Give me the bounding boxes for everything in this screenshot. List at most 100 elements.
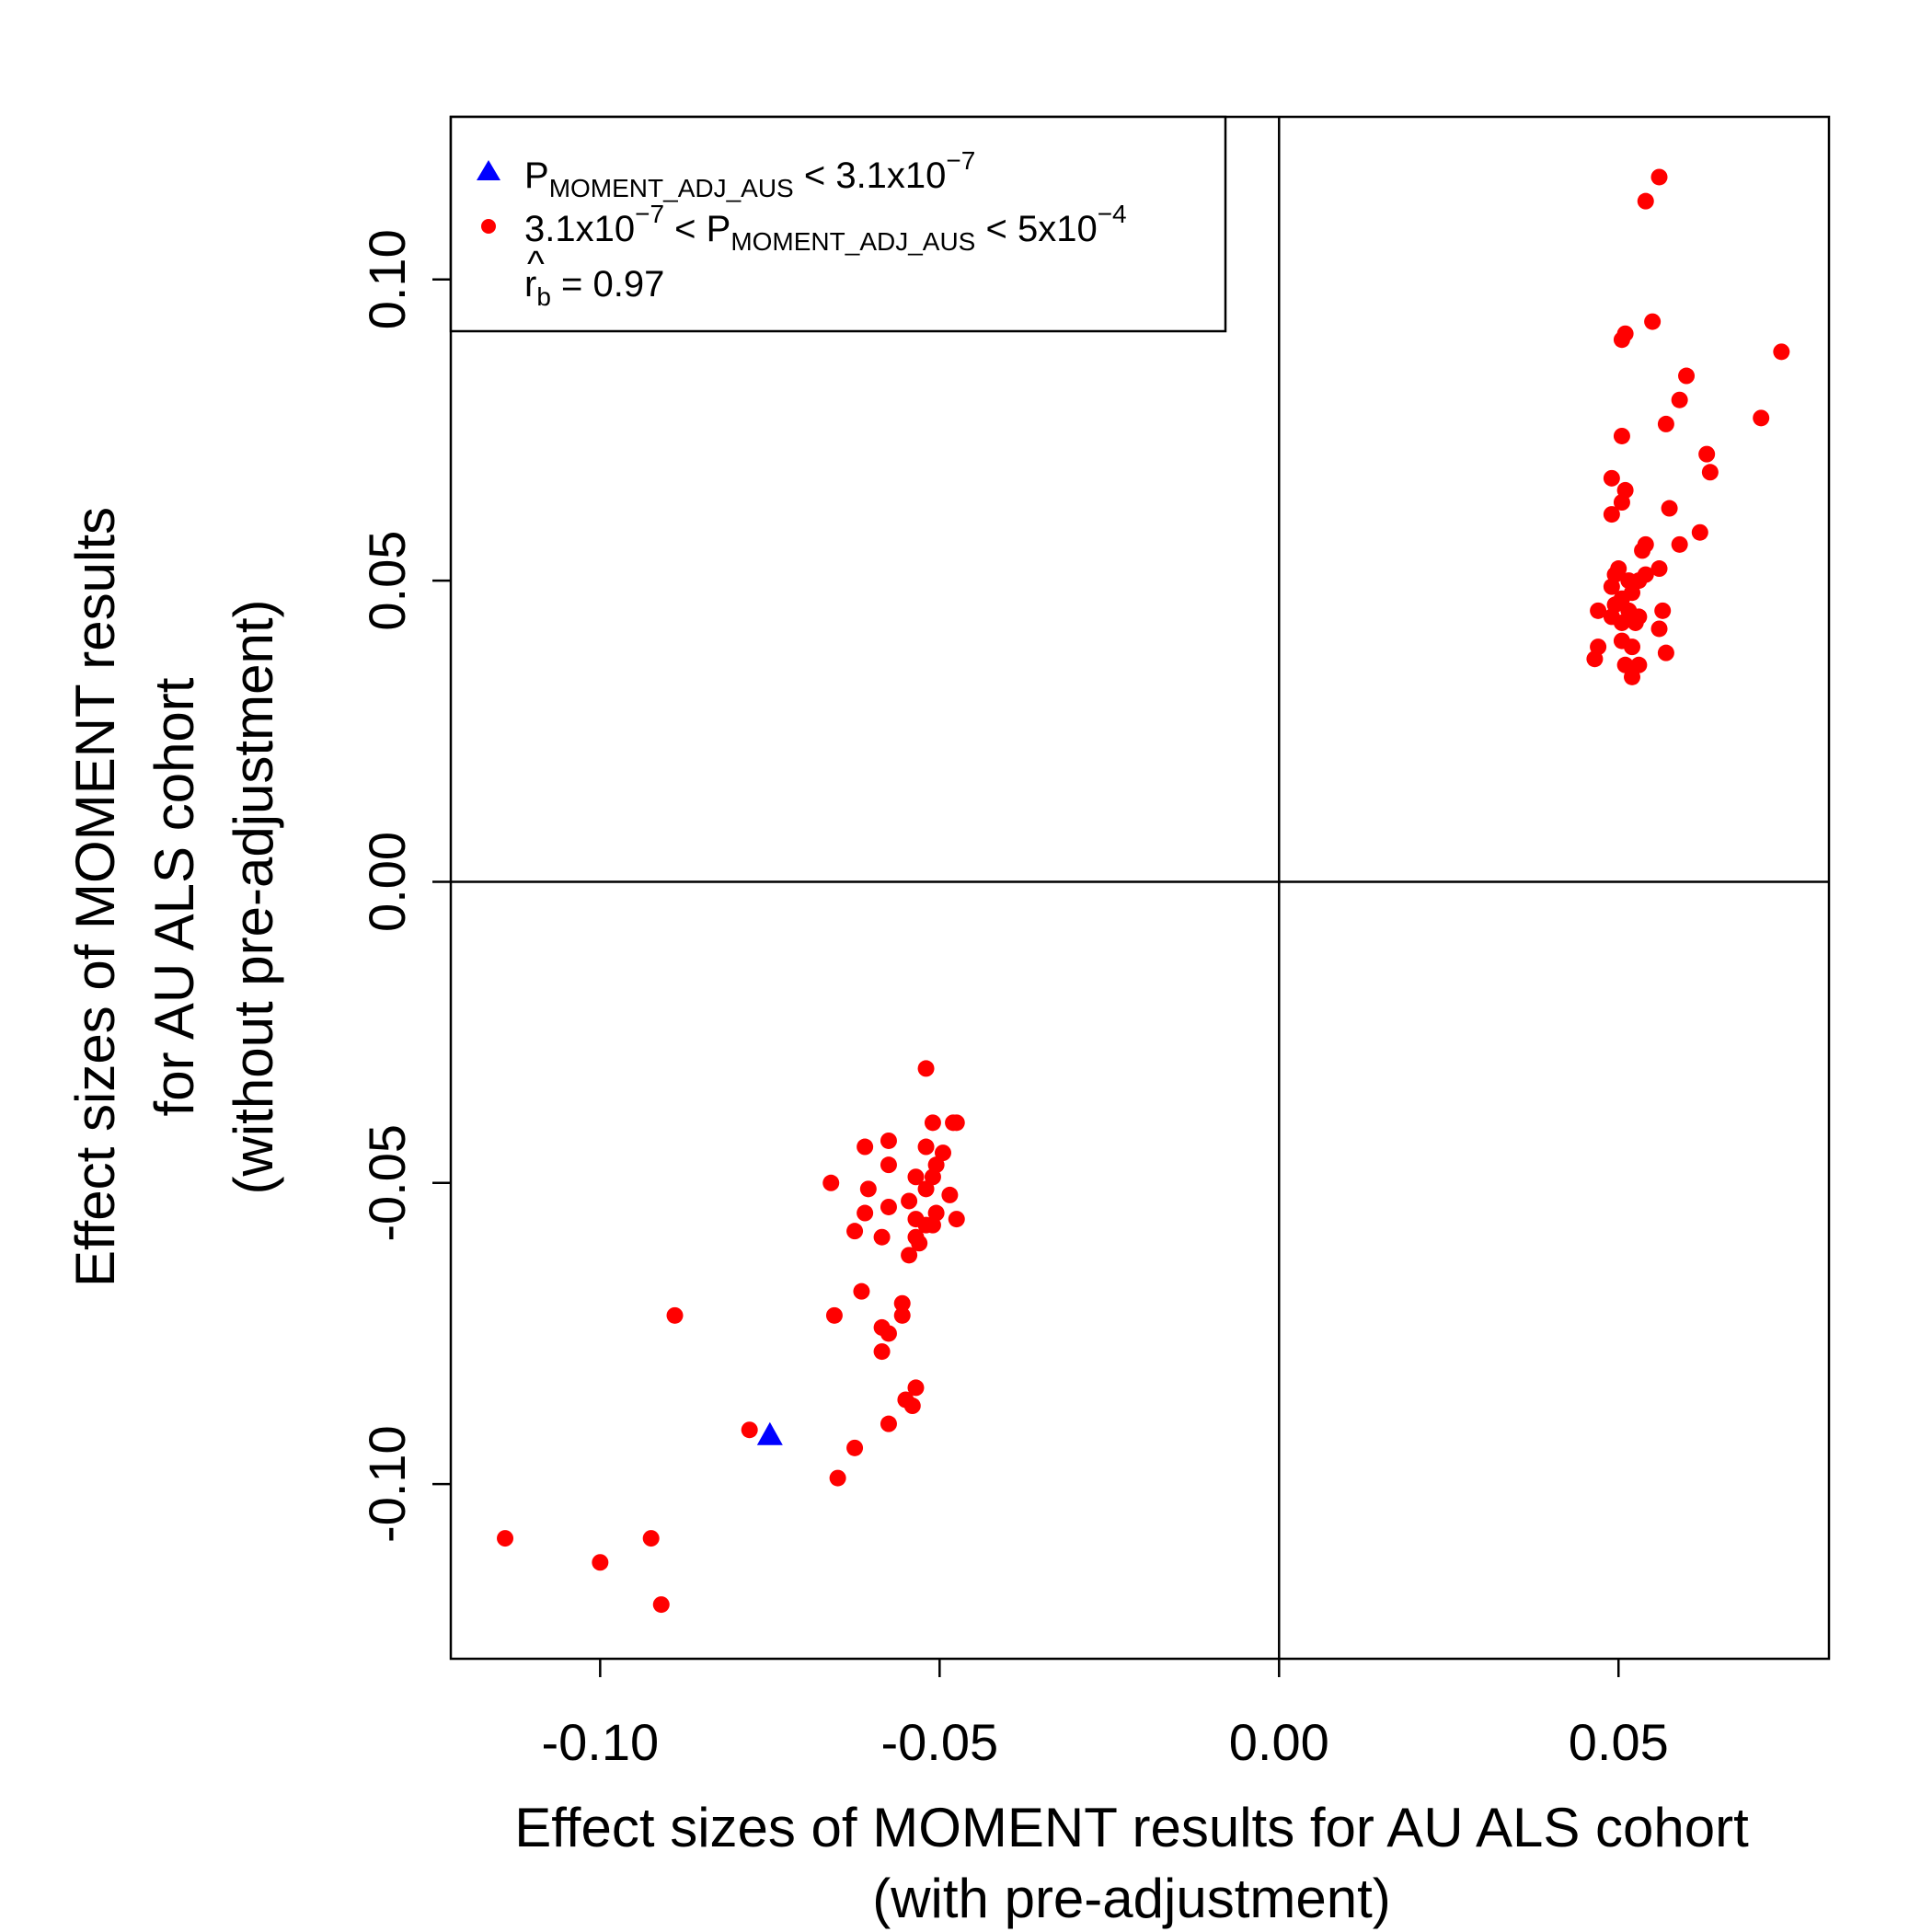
data-point <box>948 1211 965 1228</box>
data-point <box>592 1554 609 1571</box>
data-point <box>666 1306 684 1324</box>
legend-circle-marker <box>481 219 496 234</box>
data-point <box>907 1168 925 1186</box>
x-tick-label: 0.00 <box>1229 1713 1329 1771</box>
data-point-triangle <box>756 1421 783 1445</box>
data-point <box>1753 409 1770 427</box>
data-point <box>846 1223 864 1240</box>
data-points <box>497 168 1790 1614</box>
x-tick-label: 0.05 <box>1569 1713 1669 1771</box>
legend-entry-2-sub: MOMENT_ADJ_AUS <box>730 227 975 256</box>
legend-box <box>449 115 1227 333</box>
data-point <box>880 1156 897 1174</box>
data-point <box>642 1530 660 1547</box>
legend-entry-2-before: 3.1x10 <box>524 209 635 249</box>
data-point <box>1678 367 1696 385</box>
data-point <box>1613 614 1630 631</box>
legend-entry-2-sup: −4 <box>1098 200 1127 228</box>
data-point <box>935 1144 951 1162</box>
data-point <box>846 1439 864 1456</box>
legend-entry-2-after: < 5x10 <box>975 209 1097 249</box>
x-axis: -0.10 -0.05 0.00 0.05 <box>542 1659 1669 1771</box>
data-point <box>1661 500 1678 517</box>
data-point <box>1671 391 1688 408</box>
data-point <box>924 1216 941 1234</box>
data-point <box>917 1180 935 1198</box>
data-point <box>1613 331 1630 349</box>
y-tick-label: -0.05 <box>358 1124 416 1242</box>
legend-entry-1-sub: MOMENT_ADJ_AUS <box>549 174 794 202</box>
data-point <box>1650 620 1668 638</box>
legend-entry-2: 3.1x10−7 < PMOMENT_ADJ_AUS < 5x10−4 <box>524 200 1127 256</box>
data-point <box>911 1235 928 1252</box>
legend-stat: rb = 0.97 <box>524 264 664 311</box>
data-point <box>1624 668 1640 685</box>
data-point <box>945 1114 962 1132</box>
data-point <box>903 1397 921 1415</box>
data-point <box>741 1421 758 1439</box>
plot-area <box>449 115 1831 1661</box>
data-point <box>1613 494 1630 511</box>
data-point <box>1616 656 1634 673</box>
y-tick-label: 0.00 <box>358 832 416 932</box>
legend-entry-1: PMOMENT_ADJ_AUS < 3.1x10−7 <box>524 146 975 202</box>
data-point <box>829 1469 846 1487</box>
data-point <box>1650 168 1668 186</box>
data-point <box>1603 506 1620 523</box>
legend-triangle-marker <box>477 160 500 180</box>
data-point <box>1654 602 1672 619</box>
y-tick-label: 0.05 <box>358 531 416 631</box>
data-point <box>873 1228 891 1246</box>
data-point <box>1698 445 1716 463</box>
data-point <box>652 1596 670 1614</box>
data-point <box>880 1132 897 1149</box>
x-axis-title-line-2: (with pre-adjustment) <box>872 1868 1391 1929</box>
data-point <box>880 1198 897 1215</box>
data-point <box>873 1343 891 1361</box>
data-point <box>924 1168 941 1186</box>
data-point <box>880 1325 897 1342</box>
legend-entry-1-text: < 3.1x10 <box>794 155 947 196</box>
data-point <box>1637 192 1654 210</box>
data-point <box>1671 535 1688 553</box>
data-point <box>880 1415 897 1432</box>
y-axis-title-line-2: for AU ALS cohort <box>144 677 205 1116</box>
data-point <box>822 1174 840 1191</box>
y-axis: -0.10 -0.05 0.00 0.05 0.10 <box>358 229 451 1543</box>
legend-entry-2-before-sup: −7 <box>635 200 664 228</box>
data-point <box>893 1294 911 1312</box>
data-point <box>917 1138 935 1156</box>
legend-stat-text: = 0.97 <box>551 264 664 305</box>
data-point <box>1590 602 1607 619</box>
data-point <box>1691 523 1708 541</box>
data-point <box>1634 542 1651 559</box>
data-point <box>1657 415 1674 432</box>
data-point <box>901 1247 918 1264</box>
legend-entry-2-mid: < P <box>664 209 730 249</box>
data-point <box>859 1180 877 1198</box>
data-point <box>1630 656 1648 673</box>
data-point <box>857 1204 874 1222</box>
x-axis-title-line-1: Effect sizes of MOMENT results for AU AL… <box>514 1797 1749 1858</box>
data-point <box>1657 644 1674 661</box>
data-point <box>901 1192 918 1210</box>
data-point <box>924 1114 941 1132</box>
data-point <box>893 1306 911 1324</box>
data-point <box>907 1379 925 1397</box>
data-point <box>1624 638 1640 656</box>
data-point <box>941 1186 959 1203</box>
data-point <box>497 1530 514 1547</box>
x-tick-label: -0.10 <box>542 1713 660 1771</box>
data-point <box>1650 560 1668 578</box>
legend-stat-symbol: r <box>524 264 536 305</box>
data-point <box>1613 427 1630 444</box>
data-point <box>1630 608 1648 626</box>
data-point <box>857 1138 874 1156</box>
legend-stat-hat: ^ <box>527 244 545 284</box>
x-tick-label: -0.05 <box>880 1713 998 1771</box>
data-point <box>917 1060 935 1077</box>
data-point <box>853 1282 870 1300</box>
data-point <box>1603 469 1620 487</box>
legend-entry-1-sup: −7 <box>946 146 975 175</box>
